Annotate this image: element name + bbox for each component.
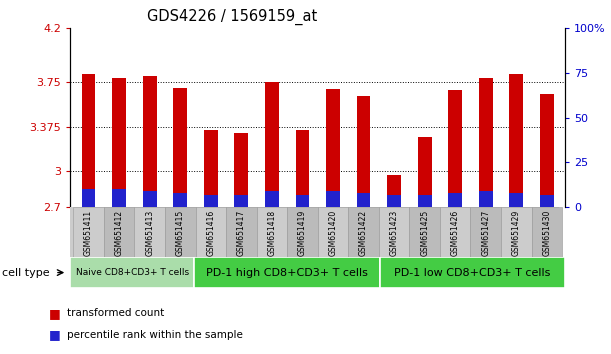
Bar (174, 88, 187, 207)
Bar (540, 195, 554, 207)
FancyBboxPatch shape (257, 207, 287, 257)
Text: GSM651422: GSM651422 (359, 210, 368, 256)
Text: GSM651420: GSM651420 (329, 210, 337, 256)
Bar (387, 175, 401, 207)
FancyBboxPatch shape (165, 207, 196, 257)
Bar (296, 130, 309, 207)
FancyBboxPatch shape (226, 207, 257, 257)
Bar (448, 193, 462, 207)
Bar (448, 90, 462, 207)
Text: GSM651423: GSM651423 (390, 210, 398, 256)
Text: ■: ■ (49, 328, 60, 341)
FancyBboxPatch shape (470, 207, 501, 257)
Bar (540, 94, 554, 207)
Bar (326, 191, 340, 207)
Bar (204, 195, 218, 207)
Text: Naive CD8+CD3+ T cells: Naive CD8+CD3+ T cells (76, 268, 189, 277)
Bar (357, 193, 370, 207)
Text: GSM651412: GSM651412 (115, 210, 123, 256)
Bar (479, 191, 492, 207)
Bar (82, 74, 95, 207)
Bar (510, 74, 523, 207)
FancyBboxPatch shape (379, 257, 565, 288)
Bar (82, 189, 95, 207)
FancyBboxPatch shape (196, 207, 226, 257)
Text: GSM651429: GSM651429 (512, 210, 521, 256)
FancyBboxPatch shape (73, 207, 104, 257)
Text: GSM651413: GSM651413 (145, 210, 154, 256)
Bar (418, 195, 431, 207)
Text: cell type: cell type (2, 268, 50, 278)
Text: GSM651427: GSM651427 (481, 210, 490, 256)
Text: GSM651430: GSM651430 (543, 210, 551, 256)
Bar (112, 78, 126, 207)
FancyBboxPatch shape (440, 207, 470, 257)
Bar (174, 193, 187, 207)
FancyBboxPatch shape (70, 207, 559, 257)
FancyBboxPatch shape (70, 257, 194, 288)
FancyBboxPatch shape (532, 207, 562, 257)
Bar (235, 195, 248, 207)
Text: GSM651419: GSM651419 (298, 210, 307, 256)
Text: GSM651416: GSM651416 (207, 210, 215, 256)
Bar (265, 191, 279, 207)
Text: PD-1 low CD8+CD3+ T cells: PD-1 low CD8+CD3+ T cells (394, 268, 551, 278)
Bar (204, 130, 218, 207)
Bar (418, 137, 431, 207)
Text: GSM651425: GSM651425 (420, 210, 429, 256)
FancyBboxPatch shape (194, 257, 379, 288)
Bar (143, 76, 156, 207)
Text: GSM651426: GSM651426 (451, 210, 459, 256)
Text: GDS4226 / 1569159_at: GDS4226 / 1569159_at (147, 9, 317, 25)
Bar (296, 195, 309, 207)
Text: transformed count: transformed count (67, 308, 164, 318)
Bar (510, 193, 523, 207)
Bar (112, 189, 126, 207)
FancyBboxPatch shape (409, 207, 440, 257)
Text: percentile rank within the sample: percentile rank within the sample (67, 330, 243, 339)
Bar (143, 191, 156, 207)
Bar (479, 78, 492, 207)
Bar (387, 195, 401, 207)
Text: GSM651417: GSM651417 (237, 210, 246, 256)
Bar (235, 133, 248, 207)
Bar (265, 82, 279, 207)
Text: GSM651415: GSM651415 (176, 210, 185, 256)
Bar (357, 96, 370, 207)
FancyBboxPatch shape (287, 207, 318, 257)
Text: GSM651418: GSM651418 (268, 210, 276, 256)
Text: GSM651411: GSM651411 (84, 210, 93, 256)
FancyBboxPatch shape (104, 207, 134, 257)
Text: ■: ■ (49, 307, 60, 320)
Text: PD-1 high CD8+CD3+ T cells: PD-1 high CD8+CD3+ T cells (206, 268, 368, 278)
Bar (326, 89, 340, 207)
FancyBboxPatch shape (134, 207, 165, 257)
FancyBboxPatch shape (318, 207, 348, 257)
FancyBboxPatch shape (379, 207, 409, 257)
FancyBboxPatch shape (348, 207, 379, 257)
FancyBboxPatch shape (501, 207, 532, 257)
